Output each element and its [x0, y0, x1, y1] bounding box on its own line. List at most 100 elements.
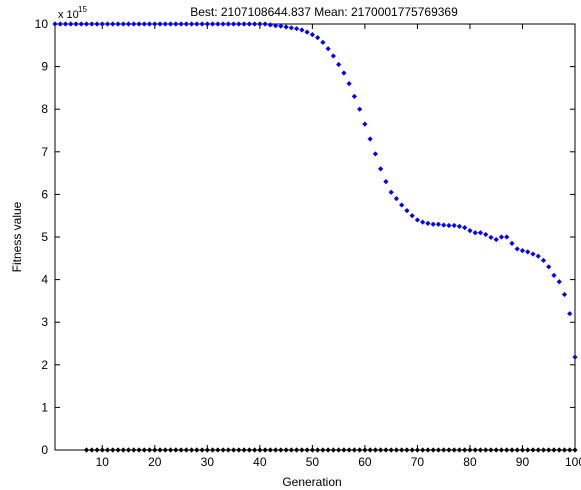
data-point [99, 21, 105, 27]
data-point [89, 447, 95, 453]
data-point [173, 21, 179, 27]
data-point [304, 29, 310, 35]
data-point [336, 447, 342, 453]
data-point [336, 61, 342, 68]
data-point [346, 447, 352, 453]
data-point [320, 39, 326, 45]
data-point [188, 21, 195, 27]
svg-text:15: 15 [78, 5, 87, 14]
data-point [409, 447, 415, 453]
data-point [383, 179, 389, 185]
data-point [399, 447, 405, 453]
data-point [556, 447, 562, 453]
data-point [78, 21, 84, 27]
data-point [157, 21, 163, 27]
data-point [152, 447, 158, 453]
data-point [199, 21, 205, 27]
data-point [288, 447, 294, 453]
data-point [509, 240, 515, 246]
data-point [104, 447, 111, 453]
data-point [94, 447, 100, 453]
data-point [183, 447, 189, 453]
y-tick-label: 4 [41, 273, 48, 287]
data-point [446, 447, 452, 453]
data-point [304, 447, 310, 453]
x-tick-label: 30 [201, 455, 215, 469]
data-point [178, 447, 184, 453]
data-point [294, 447, 300, 453]
data-point [83, 447, 90, 453]
x-tick-label: 100 [565, 455, 581, 469]
data-point [351, 447, 357, 453]
data-point [225, 21, 231, 27]
data-point [225, 447, 231, 453]
data-point [525, 447, 531, 453]
data-point [162, 21, 168, 27]
x-tick-label: 70 [411, 455, 425, 469]
data-point [420, 219, 426, 225]
data-point [125, 447, 132, 453]
data-point [241, 447, 247, 453]
data-point [519, 447, 526, 453]
data-point [357, 447, 363, 453]
data-point [251, 447, 258, 453]
data-point [146, 21, 153, 27]
x-tick-label: 80 [463, 455, 477, 469]
data-point [535, 253, 541, 259]
data-point [209, 21, 216, 27]
y-tick-label: 1 [41, 400, 48, 414]
x-tick-label: 60 [358, 455, 372, 469]
data-point [362, 121, 368, 127]
data-point [173, 447, 179, 453]
data-point [498, 234, 505, 240]
data-point [525, 249, 531, 255]
data-point [546, 447, 552, 453]
data-point [493, 447, 499, 453]
y-tick-label: 3 [41, 315, 48, 329]
data-point [378, 447, 384, 453]
data-point [62, 21, 69, 27]
data-point [199, 447, 205, 453]
data-point [131, 21, 137, 27]
data-point [299, 447, 305, 453]
data-point [152, 21, 158, 27]
data-point [488, 234, 494, 241]
data-point [425, 447, 431, 453]
data-point [167, 21, 174, 27]
data-point [540, 447, 547, 453]
data-point [136, 447, 142, 453]
data-point [456, 447, 463, 453]
data-point [372, 447, 379, 453]
y-scale-exponent: x 10 15 [58, 5, 87, 21]
data-point [551, 272, 557, 278]
data-point [204, 21, 210, 27]
data-point [488, 447, 494, 453]
x-axis-label: Generation [282, 475, 341, 489]
y-tick-label: 9 [41, 60, 48, 74]
data-point [409, 213, 415, 219]
svg-text:x 10: x 10 [58, 9, 79, 21]
data-point [393, 196, 400, 202]
chart-title: Best: 2107108644.837 Mean: 2170001775769… [190, 5, 458, 19]
data-point [451, 447, 457, 453]
data-point [546, 264, 552, 270]
data-point [89, 21, 95, 27]
data-point [414, 447, 421, 453]
data-point [230, 447, 237, 453]
data-point [367, 136, 373, 142]
data-point [278, 23, 284, 29]
data-point [509, 447, 515, 453]
data-point [477, 230, 484, 236]
data-point [351, 93, 357, 100]
data-point [472, 447, 478, 453]
data-point [246, 21, 252, 27]
data-point [99, 447, 105, 453]
x-tick-label: 90 [516, 455, 530, 469]
data-point [220, 447, 226, 453]
data-point [530, 251, 536, 257]
data-point [420, 447, 426, 453]
data-point [530, 447, 536, 453]
data-point [383, 447, 389, 453]
data-point [393, 447, 400, 453]
data-point [519, 248, 526, 254]
